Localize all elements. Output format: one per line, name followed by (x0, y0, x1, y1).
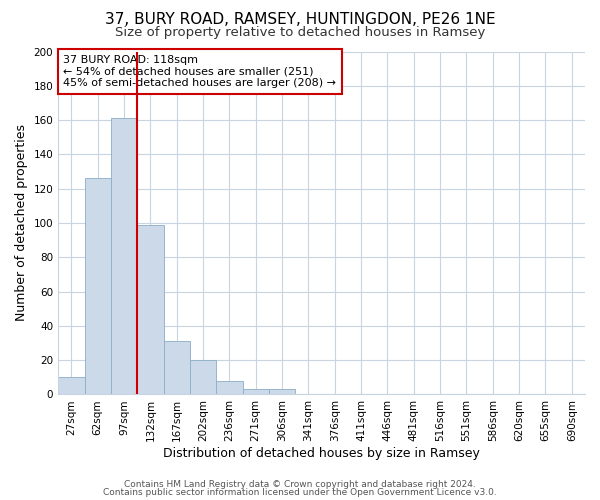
Text: 37, BURY ROAD, RAMSEY, HUNTINGDON, PE26 1NE: 37, BURY ROAD, RAMSEY, HUNTINGDON, PE26 … (104, 12, 496, 28)
Bar (111, 118, 137, 394)
Bar (216, 380, 242, 394)
Bar (269, 390, 295, 394)
X-axis label: Distribution of detached houses by size in Ramsey: Distribution of detached houses by size … (163, 447, 480, 460)
Bar (58, 378, 85, 394)
Bar (242, 390, 269, 394)
Bar (85, 178, 111, 394)
Bar (137, 224, 164, 394)
Bar (164, 342, 190, 394)
Bar (190, 360, 216, 394)
Text: Contains HM Land Registry data © Crown copyright and database right 2024.: Contains HM Land Registry data © Crown c… (124, 480, 476, 489)
Y-axis label: Number of detached properties: Number of detached properties (15, 124, 28, 322)
Text: 37 BURY ROAD: 118sqm
← 54% of detached houses are smaller (251)
45% of semi-deta: 37 BURY ROAD: 118sqm ← 54% of detached h… (64, 55, 337, 88)
Text: Contains public sector information licensed under the Open Government Licence v3: Contains public sector information licen… (103, 488, 497, 497)
Text: Size of property relative to detached houses in Ramsey: Size of property relative to detached ho… (115, 26, 485, 39)
